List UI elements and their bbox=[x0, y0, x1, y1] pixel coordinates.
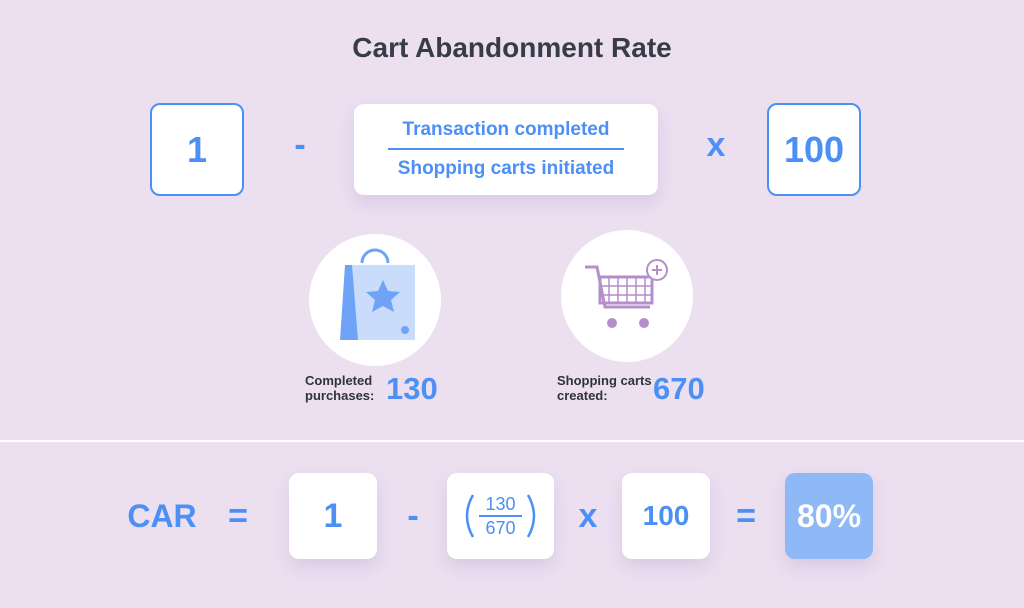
hundred-box: 100 bbox=[622, 473, 710, 559]
title: Cart Abandonment Rate bbox=[352, 32, 672, 63]
numerator: 130 bbox=[485, 493, 516, 514]
stat-value: 670 bbox=[653, 371, 705, 406]
equals: = bbox=[228, 496, 248, 535]
icons bbox=[309, 230, 693, 366]
fraction-card: 130 670 bbox=[447, 473, 554, 559]
minus: - bbox=[407, 496, 419, 535]
one-box: 1 bbox=[150, 103, 244, 196]
times: x bbox=[706, 125, 726, 164]
denominator: Shopping carts initiated bbox=[397, 158, 615, 179]
fraction-card: Transaction completed Shopping carts ini… bbox=[354, 104, 658, 195]
hundred-box: 100 bbox=[767, 103, 861, 196]
result-box: 80% bbox=[785, 473, 873, 559]
parentheses bbox=[465, 494, 536, 538]
minus: - bbox=[294, 125, 306, 164]
car-label: CAR bbox=[127, 497, 197, 534]
stat-value: 130 bbox=[386, 371, 438, 406]
fraction-line bbox=[388, 148, 624, 150]
times: x bbox=[578, 496, 598, 535]
equals: = bbox=[736, 496, 756, 535]
one-box: 1 bbox=[289, 473, 377, 559]
stat-label: Shopping carts created: bbox=[557, 373, 652, 403]
divider bbox=[0, 440, 1024, 442]
stat-label: Completed purchases: bbox=[305, 373, 375, 403]
numerator: Transaction completed bbox=[402, 119, 610, 140]
denominator: 670 bbox=[485, 517, 516, 538]
